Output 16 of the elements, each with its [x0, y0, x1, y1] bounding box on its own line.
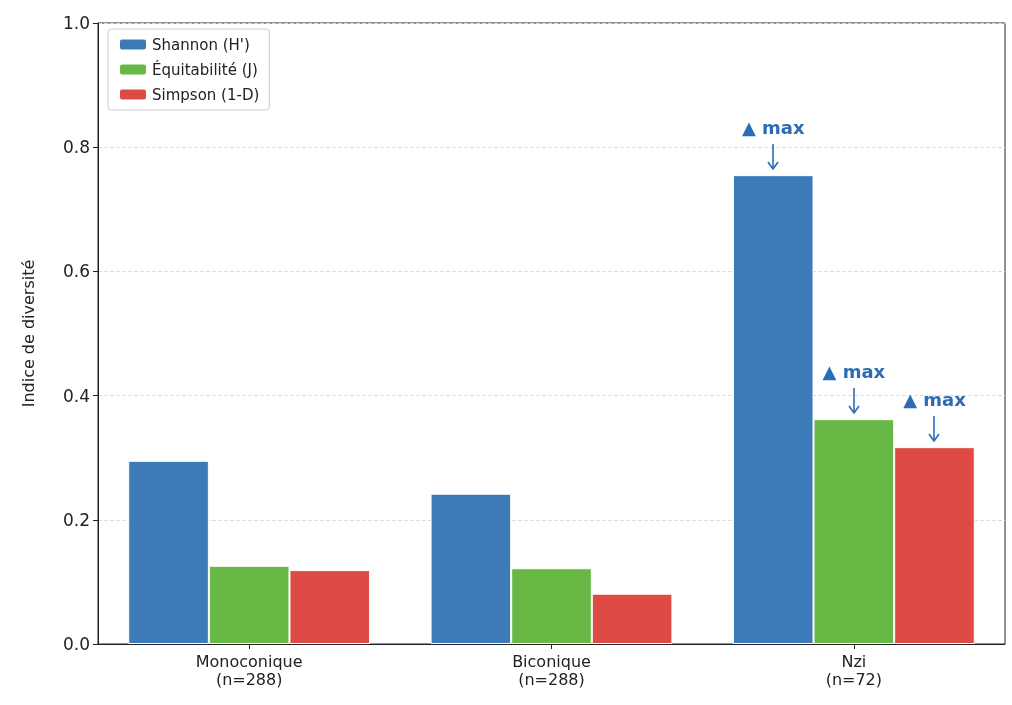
y-tick-label: 0.8: [62, 137, 90, 158]
annotation: ▲ max: [821, 361, 887, 383]
annotation: ▲ max: [740, 117, 806, 139]
annotation: ▲ max: [902, 389, 967, 411]
legend-label: Simpson (1-D): [152, 85, 260, 104]
x-tick-label: Biconique (n=288): [512, 651, 591, 689]
legend-label: Shannon (H'): [152, 35, 250, 54]
legend-label: Équitabilité (J): [152, 59, 258, 79]
y-tick-label: 0.0: [62, 634, 90, 654]
y-tick-label: 1.0: [62, 13, 90, 33]
y-axis-title: Indice de diversité: [18, 259, 38, 408]
x-tick-label: Nzi (n=72): [825, 651, 883, 689]
y-tick-label: 0.4: [62, 385, 90, 406]
y-tick-label: 0.2: [62, 509, 90, 530]
x-tick-label: Monoconique (n=288): [195, 651, 303, 689]
y-tick-label: 0.6: [62, 261, 90, 282]
